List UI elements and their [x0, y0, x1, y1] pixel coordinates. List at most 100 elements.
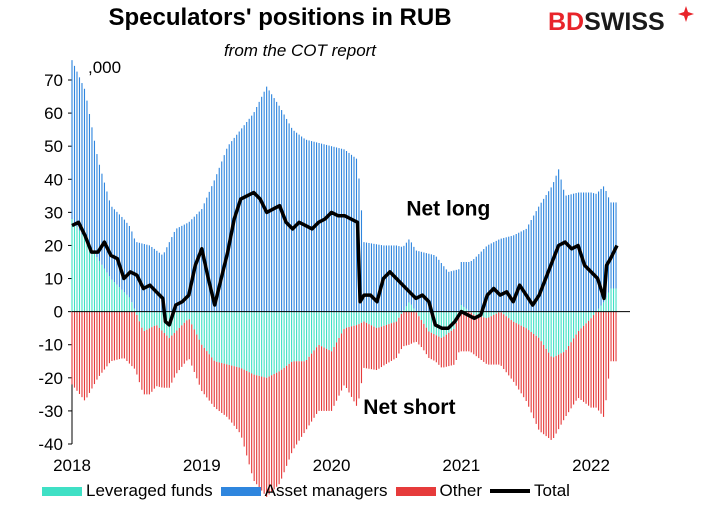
- leveraged-bar: [380, 311, 383, 327]
- other-bar: [565, 349, 567, 416]
- asset-manager-bar: [375, 244, 378, 312]
- other-bar: [480, 316, 482, 360]
- leveraged-bar: [460, 305, 462, 312]
- other-bar: [146, 329, 148, 395]
- asset-manager-bar: [600, 188, 602, 306]
- asset-manager-bar: [488, 244, 490, 312]
- other-bar: [291, 362, 293, 454]
- asset-manager-bar: [236, 134, 238, 312]
- other-bar: [605, 311, 607, 401]
- leveraged-bar: [523, 311, 525, 327]
- bar-series: [71, 60, 617, 497]
- asset-manager-bar: [353, 156, 355, 312]
- leveraged-bar: [318, 311, 320, 345]
- asset-manager-bar: [583, 192, 585, 312]
- asset-manager-bar: [558, 169, 560, 312]
- other-bar: [380, 326, 383, 368]
- asset-manager-bar: [500, 238, 502, 312]
- asset-manager-bar: [548, 191, 550, 312]
- leveraged-bar: [375, 311, 378, 328]
- leveraged-bar: [473, 311, 475, 315]
- leveraged-bar: [378, 311, 380, 328]
- asset-manager-bar: [173, 231, 175, 312]
- legend-swatch-leveraged: [42, 486, 82, 496]
- leveraged-bar: [612, 288, 615, 312]
- asset-manager-bar: [455, 269, 457, 312]
- asset-manager-bar: [273, 98, 275, 312]
- asset-manager-bar: [101, 173, 103, 265]
- other-bar: [203, 347, 205, 395]
- other-bar: [388, 324, 390, 363]
- asset-manager-bar: [540, 202, 542, 312]
- asset-manager-bar: [563, 189, 565, 312]
- asset-manager-bar: [263, 91, 265, 312]
- leveraged-bar: [430, 311, 432, 333]
- other-bar: [211, 357, 213, 404]
- leveraged-bar: [201, 311, 203, 345]
- other-bar: [590, 318, 592, 408]
- leveraged-bar: [563, 311, 565, 353]
- asset-manager-bar: [602, 186, 605, 303]
- asset-manager-bar: [498, 239, 500, 312]
- leveraged-bar: [565, 311, 567, 350]
- other-bar: [156, 325, 158, 387]
- other-bar: [273, 374, 275, 490]
- asset-manager-bar: [485, 246, 487, 312]
- total-line: [71, 190, 619, 330]
- other-bar: [498, 312, 500, 365]
- asset-manager-bar: [146, 244, 148, 312]
- other-bar: [453, 328, 455, 365]
- asset-manager-bar: [258, 101, 260, 312]
- other-bar: [106, 311, 108, 367]
- other-bar: [365, 322, 368, 369]
- leveraged-bar: [86, 241, 88, 312]
- other-bar: [343, 329, 345, 386]
- other-bar: [450, 330, 452, 366]
- leveraged-bar: [313, 311, 315, 351]
- asset-manager-bar: [503, 237, 505, 312]
- leveraged-bar: [525, 311, 527, 329]
- legend-swatch-other: [395, 486, 436, 496]
- asset-manager-bar: [533, 215, 535, 312]
- other-bar: [121, 311, 123, 359]
- asset-manager-bar: [545, 195, 547, 312]
- other-bar: [208, 354, 210, 401]
- leveraged-bar: [590, 311, 592, 319]
- leveraged-bar: [296, 311, 298, 362]
- leveraged-bar: [553, 311, 555, 358]
- asset-manager-bar: [495, 240, 497, 312]
- leveraged-bar: [345, 311, 348, 328]
- other-bar: [231, 365, 233, 423]
- leveraged-bar: [236, 311, 238, 367]
- leveraged-bar: [226, 311, 228, 365]
- leveraged-bar: [588, 311, 590, 321]
- asset-manager-bar: [178, 227, 180, 312]
- asset-manager-bar: [350, 154, 353, 312]
- leveraged-bar: [231, 311, 233, 366]
- total-line-path: [71, 190, 619, 330]
- asset-manager-bar: [595, 193, 597, 312]
- other-bar: [588, 320, 590, 406]
- other-bar: [233, 366, 235, 426]
- asset-manager-bar: [88, 113, 91, 246]
- other-bar: [111, 311, 113, 362]
- asset-manager-bar: [588, 192, 590, 312]
- other-bar: [533, 333, 535, 419]
- other-bar: [73, 311, 76, 388]
- asset-manager-bar: [445, 269, 447, 312]
- asset-manager-bar: [370, 243, 373, 312]
- asset-manager-bar: [76, 71, 78, 227]
- asset-manager-bar: [158, 252, 160, 312]
- leveraged-bar: [211, 311, 213, 358]
- other-bar: [415, 312, 417, 342]
- other-bar: [178, 327, 180, 371]
- other-bar: [483, 317, 485, 362]
- asset-manager-bar: [126, 222, 128, 295]
- asset-manager-bar: [425, 253, 427, 312]
- asset-manager-bar: [413, 246, 415, 309]
- leveraged-bar: [218, 311, 220, 363]
- asset-manager-bar: [198, 211, 200, 312]
- leveraged-bar: [398, 311, 400, 318]
- other-bar: [550, 356, 552, 440]
- leveraged-bar: [540, 311, 542, 342]
